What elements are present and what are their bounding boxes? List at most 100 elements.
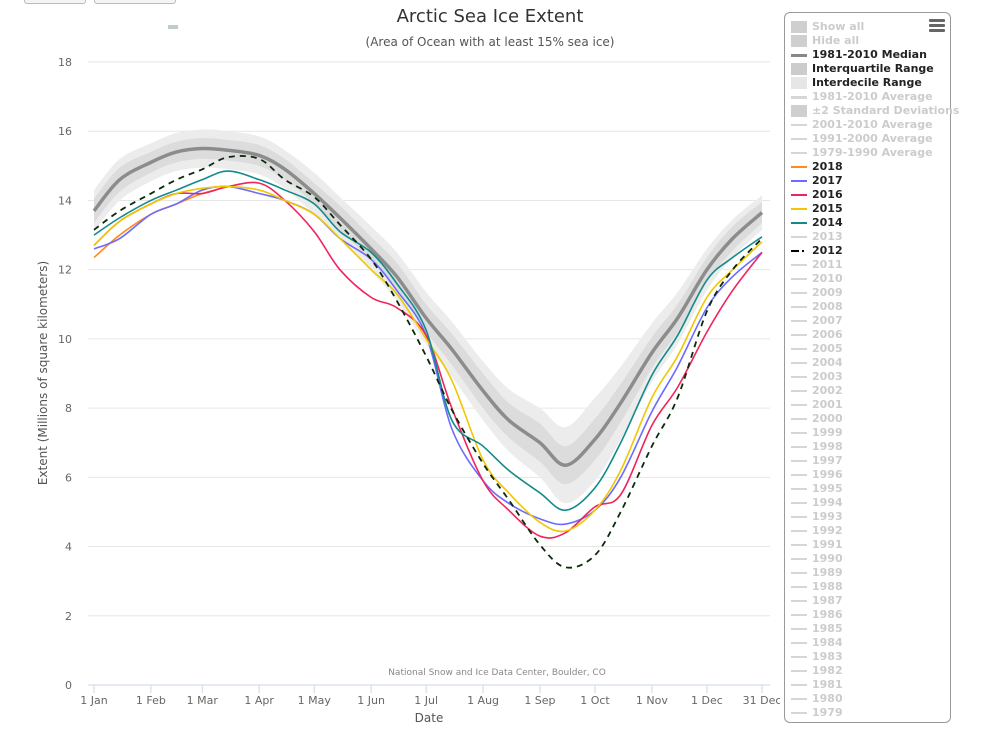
legend-label: 1990 (812, 552, 843, 565)
legend-label: 2014 (812, 216, 843, 229)
legend-item-2002[interactable]: 2002 (791, 384, 843, 398)
legend-symbol-icon (791, 413, 807, 425)
legend-label: Hide all (812, 34, 860, 47)
series-line-2012[interactable] (93, 155, 763, 569)
legend-item-1991[interactable]: 1991 (791, 538, 843, 552)
legend-item-2017[interactable]: 2017 (791, 174, 843, 188)
legend-symbol-icon (791, 553, 807, 565)
legend-item-show-all[interactable]: Show all (791, 20, 864, 34)
y-tick-label: 6 (65, 471, 72, 484)
legend-label: 2005 (812, 342, 843, 355)
legend-item-1979[interactable]: 1979 (791, 706, 843, 720)
legend-item-1981-2010-average[interactable]: 1981-2010 Average (791, 90, 933, 104)
legend-item-1999[interactable]: 1999 (791, 426, 843, 440)
legend-item-1981-2010-median[interactable]: 1981-2010 Median (791, 48, 927, 62)
legend-item-2016[interactable]: 2016 (791, 188, 843, 202)
legend-item-2009[interactable]: 2009 (791, 286, 843, 300)
legend-item-2007[interactable]: 2007 (791, 314, 843, 328)
legend: Show all Hide all 1981-2010 Median Interqua… (784, 12, 959, 723)
legend-symbol-icon (791, 567, 807, 579)
legend-item-2006[interactable]: 2006 (791, 328, 843, 342)
legend-symbol-icon (791, 175, 807, 187)
legend-item-interquartile-range[interactable]: Interquartile Range (791, 62, 934, 76)
legend-item-2010[interactable]: 2010 (791, 272, 843, 286)
legend-item-1985[interactable]: 1985 (791, 622, 843, 636)
series-line-2016[interactable] (93, 181, 763, 539)
legend-item-1983[interactable]: 1983 (791, 650, 843, 664)
legend-item-1982[interactable]: 1982 (791, 664, 843, 678)
legend-item-1981[interactable]: 1981 (791, 678, 843, 692)
median-line[interactable] (92, 146, 764, 467)
legend-label: 1996 (812, 468, 843, 481)
legend-symbol-icon (791, 707, 807, 719)
legend-item-1986[interactable]: 1986 (791, 608, 843, 622)
legend-symbol-icon (791, 301, 807, 313)
y-tick-label: 0 (65, 679, 72, 692)
x-tick-label: 1 Jun (357, 694, 385, 707)
top-button-1[interactable] (24, 0, 86, 4)
legend-item-1996[interactable]: 1996 (791, 468, 843, 482)
legend-item-1993[interactable]: 1993 (791, 510, 843, 524)
small-logo-icon (168, 25, 178, 29)
legend-item-2005[interactable]: 2005 (791, 342, 843, 356)
legend-symbol-icon (791, 483, 807, 495)
legend-item-2003[interactable]: 2003 (791, 370, 843, 384)
legend-symbol-icon (791, 427, 807, 439)
y-tick-label: 18 (58, 56, 72, 69)
legend-item-2001[interactable]: 2001 (791, 398, 843, 412)
legend-item-1980[interactable]: 1980 (791, 692, 843, 706)
legend-label: 2004 (812, 356, 843, 369)
legend-item-1998[interactable]: 1998 (791, 440, 843, 454)
series-line-2015[interactable] (93, 185, 763, 533)
legend-item-1997[interactable]: 1997 (791, 454, 843, 468)
legend-item-2008[interactable]: 2008 (791, 300, 843, 314)
legend-item-1989[interactable]: 1989 (791, 566, 843, 580)
legend-label: 1997 (812, 454, 843, 467)
series-line-2014[interactable] (93, 170, 763, 512)
x-tick-label: 1 Sep (524, 694, 555, 707)
legend-item--2-standard-deviations[interactable]: ±2 Standard Deviations (791, 104, 959, 118)
legend-symbol-icon (791, 357, 807, 369)
menu-hamburger-icon[interactable] (929, 19, 945, 32)
legend-symbol-icon (791, 119, 807, 131)
legend-item-1988[interactable]: 1988 (791, 580, 843, 594)
legend-label: 1993 (812, 510, 843, 523)
legend-item-hide-all[interactable]: Hide all (791, 34, 859, 48)
legend-item-2018[interactable]: 2018 (791, 160, 843, 174)
x-axis-title: Date (415, 711, 444, 725)
legend-item-2012[interactable]: 2012 (791, 244, 843, 258)
legend-item-1995[interactable]: 1995 (791, 482, 843, 496)
legend-item-2011[interactable]: 2011 (791, 258, 843, 272)
legend-label: 2013 (812, 230, 843, 243)
legend-label: 2001 (812, 398, 843, 411)
legend-item-2013[interactable]: 2013 (791, 230, 843, 244)
legend-symbol-icon (791, 637, 807, 649)
legend-item-2014[interactable]: 2014 (791, 216, 843, 230)
legend-symbol-icon (791, 35, 807, 47)
top-button-2[interactable] (94, 0, 176, 4)
legend-item-1987[interactable]: 1987 (791, 594, 843, 608)
legend-symbol-icon (791, 455, 807, 467)
legend-label: 2000 (812, 412, 843, 425)
legend-item-1990[interactable]: 1990 (791, 552, 843, 566)
legend-label: 2012 (812, 244, 843, 257)
x-tick-label: 1 Feb (136, 694, 166, 707)
legend-symbol-icon (791, 595, 807, 607)
legend-label: 2003 (812, 370, 843, 383)
legend-item-2001-2010-average[interactable]: 2001-2010 Average (791, 118, 933, 132)
legend-symbol-icon (791, 105, 807, 117)
legend-item-1994[interactable]: 1994 (791, 496, 843, 510)
legend-item-2004[interactable]: 2004 (791, 356, 843, 370)
legend-item-1979-1990-average[interactable]: 1979-1990 Average (791, 146, 933, 160)
legend-item-2015[interactable]: 2015 (791, 202, 843, 216)
legend-item-2000[interactable]: 2000 (791, 412, 843, 426)
x-tick-label: 1 Jan (80, 694, 107, 707)
chart-subtitle: (Area of Ocean with at least 15% sea ice… (365, 35, 615, 49)
legend-label: 2008 (812, 300, 843, 313)
legend-item-1991-2000-average[interactable]: 1991-2000 Average (791, 132, 933, 146)
credits: National Snow and Ice Data Center, Bould… (388, 668, 606, 678)
legend-item-interdecile-range[interactable]: Interdecile Range (791, 76, 922, 90)
legend-item-1992[interactable]: 1992 (791, 524, 843, 538)
legend-symbol-icon (791, 609, 807, 621)
legend-item-1984[interactable]: 1984 (791, 636, 843, 650)
